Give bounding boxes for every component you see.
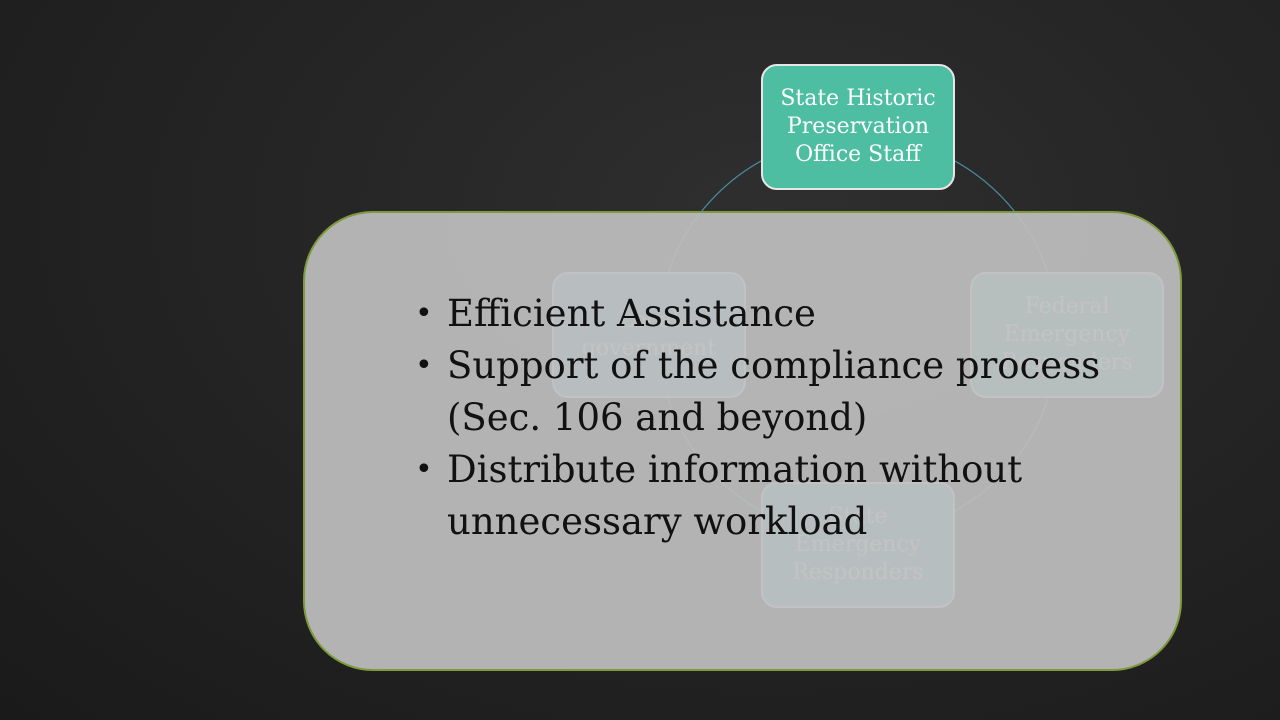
cycle-node-label: State Historic Preservation Office Staff (780, 86, 936, 167)
callout-bullet-list: • Efficient Assistance • Support of the … (415, 288, 1115, 548)
bullet-item: • Efficient Assistance (415, 288, 1115, 340)
callout-box (303, 211, 1182, 671)
bullet-dot-icon: • (415, 348, 433, 383)
bullet-text: Support of the compliance process (Sec. … (447, 344, 1101, 439)
bullet-item: • Distribute information without unneces… (415, 444, 1115, 548)
bullet-dot-icon: • (415, 296, 433, 331)
bullet-text: Distribute information without unnecessa… (447, 448, 1023, 543)
bullet-item: • Support of the compliance process (Sec… (415, 340, 1115, 444)
bullet-text: Efficient Assistance (447, 292, 816, 335)
bullet-dot-icon: • (415, 452, 433, 487)
cycle-node-shpo-staff: State Historic Preservation Office Staff (761, 64, 955, 190)
